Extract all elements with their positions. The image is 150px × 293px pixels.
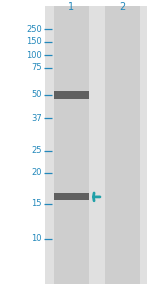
Text: 25: 25 [32,146,42,155]
Bar [45,6,147,284]
Text: 100: 100 [26,51,42,59]
Text: 1: 1 [68,2,74,12]
Bar [54,193,88,200]
Text: 50: 50 [32,91,42,99]
Bar [54,6,88,284]
Bar [54,91,88,98]
Text: 20: 20 [32,168,42,177]
Text: 2: 2 [119,2,125,12]
Text: 250: 250 [26,25,42,34]
Text: 75: 75 [31,64,42,72]
Text: 10: 10 [32,234,42,243]
Text: 37: 37 [31,114,42,122]
Text: 15: 15 [32,199,42,208]
Text: 150: 150 [26,37,42,46]
Bar [105,6,140,284]
